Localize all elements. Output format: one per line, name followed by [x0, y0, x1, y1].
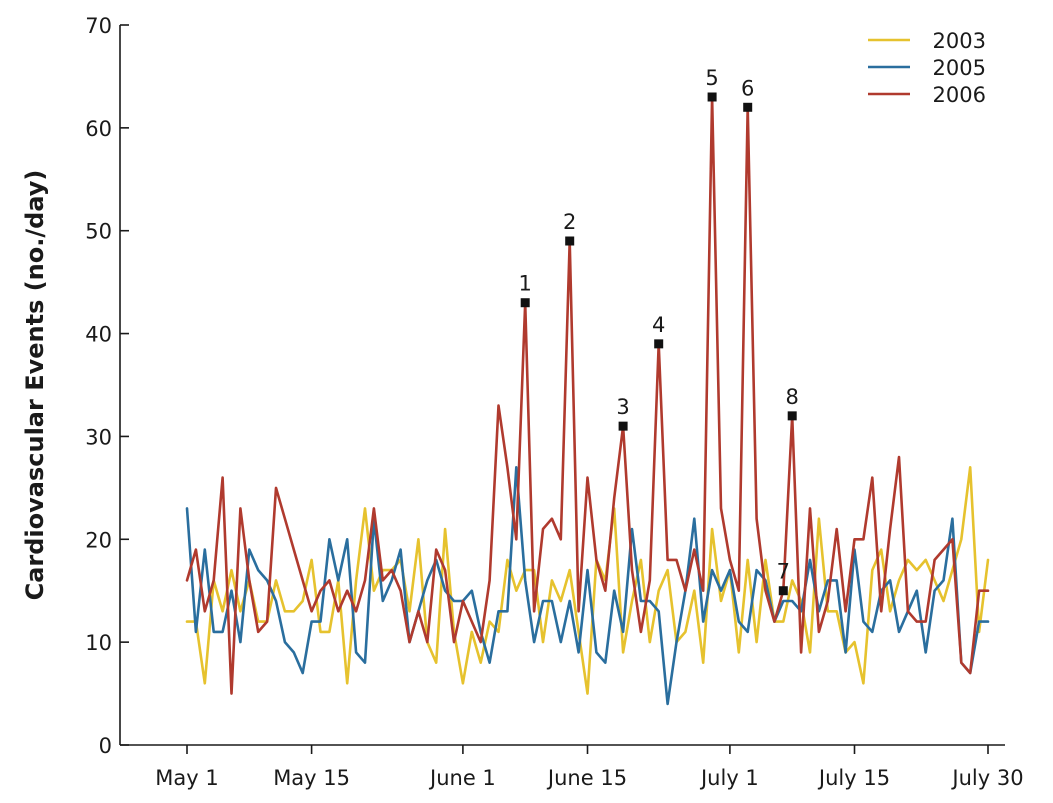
y-axis-label: Cardiovascular Events (no./day): [21, 170, 49, 601]
y-tick-label: 50: [85, 220, 112, 244]
legend-label: 2005: [933, 56, 986, 80]
annotation-label: 8: [786, 385, 799, 409]
legend-label: 2003: [933, 29, 986, 53]
annotation-label: 4: [652, 313, 665, 337]
annotations-layer: 1 2 3 4 5 6 7 8: [519, 66, 799, 596]
x-tick-label: June 1: [428, 766, 496, 790]
x-tick-label: May 1: [155, 766, 218, 790]
annotation-label: 7: [777, 560, 790, 584]
annotation-marker: [654, 339, 664, 349]
x-tick-label: July 15: [817, 766, 890, 790]
x-tick-label: July 30: [950, 766, 1023, 790]
annotation-label: 5: [705, 66, 718, 90]
annotation-label: 1: [519, 272, 532, 296]
annotation-marker: [520, 298, 530, 308]
y-tick-label: 70: [85, 14, 112, 38]
annotation-marker: [743, 102, 753, 112]
annotation-label: 2: [563, 210, 576, 234]
series-line-2006: [185, 95, 990, 695]
annotation-marker: [707, 92, 717, 102]
x-tick-label: July 1: [699, 766, 759, 790]
annotation-marker: [787, 411, 797, 421]
y-tick-label: 60: [85, 117, 112, 141]
axes-layer: 0 10 20 30 40 50 60 70 May 1 May 15 June 1 June 15 J…: [85, 14, 1023, 790]
y-tick-label: 40: [85, 323, 112, 347]
x-tick-label: May 15: [273, 766, 350, 790]
annotation-marker: [778, 586, 788, 596]
y-tick-label: 10: [85, 631, 112, 655]
legend-label: 2006: [933, 83, 986, 107]
y-tick-label: 0: [99, 734, 112, 758]
x-tick-label: June 15: [546, 766, 627, 790]
y-tick-label: 20: [85, 528, 112, 552]
annotation-marker: [618, 421, 628, 431]
annotation-label: 6: [741, 76, 754, 100]
annotation-marker: [565, 236, 575, 246]
annotation-label: 3: [616, 395, 629, 419]
y-tick-label: 30: [85, 425, 112, 449]
legend: 2003 2005 2006: [868, 29, 986, 107]
series-line-2003: [185, 465, 990, 695]
series-layer: [185, 95, 990, 706]
